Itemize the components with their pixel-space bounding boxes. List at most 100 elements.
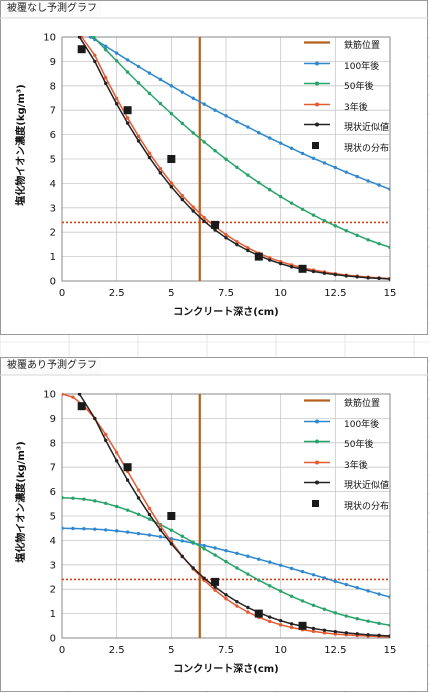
y-axis-label: 塩化物イオン濃度(kg/m³) (14, 84, 27, 205)
series-50-years-point (246, 572, 250, 576)
x-tick-label: 7.5 (218, 288, 234, 299)
legend-label: 3年後 (344, 460, 368, 471)
y-tick-label: 8 (50, 438, 56, 449)
series-current-approximation-point (191, 566, 195, 570)
series-50-years-point (136, 512, 141, 516)
series-50-years-point (213, 553, 217, 557)
series-3-years-point (136, 488, 141, 492)
series-100-years-point (71, 526, 75, 531)
series-50-years-point (388, 623, 390, 628)
series-50-years-point (289, 201, 294, 205)
series-3-years-point (62, 393, 64, 396)
series-50-years-point (235, 566, 239, 570)
x-tick-label: 0 (59, 645, 65, 656)
series-100-years-point (147, 71, 152, 75)
series-current-approximation-point (202, 576, 206, 580)
x-tick-label: 12.5 (324, 645, 346, 656)
series-current-approximation-point (202, 219, 206, 223)
legend-item: 鉄筋位置 (296, 394, 416, 410)
series-50-years-point (355, 617, 359, 621)
series-50-years-point (104, 47, 108, 52)
series-100-years-point (366, 589, 370, 593)
series-3-years-point (93, 53, 97, 57)
series-100-years-point (235, 551, 239, 556)
series-50-years-point (344, 229, 348, 233)
legend-marker (315, 460, 319, 464)
series-current-approximation-point (77, 36, 82, 39)
series-current-approximation-point (235, 599, 239, 604)
series-100-years-point (158, 77, 163, 82)
y-tick-label: 8 (50, 81, 56, 92)
y-tick-label: 4 (50, 179, 56, 190)
series-current-approximation-point (136, 496, 141, 500)
series-100-years-point (377, 592, 381, 596)
series-current-approximation-point (180, 197, 184, 202)
series-100-years-point (169, 84, 174, 88)
series-current-approximation-point (333, 272, 338, 277)
series-current-approximation-point (158, 528, 163, 532)
x-tick-label: 5 (168, 645, 174, 656)
series-current-approximation-point (246, 605, 250, 610)
series-50-years (92, 36, 390, 250)
series-50-years-point (333, 611, 338, 615)
x-tick-label: 7.5 (218, 645, 234, 656)
series-current-approximation-point (268, 258, 272, 262)
series-50-years-point (311, 213, 316, 217)
series-50-years-point (224, 157, 228, 161)
series-100-years-point (213, 108, 217, 112)
series-100-years-point (355, 586, 359, 590)
legend-label: 現状近似値 (344, 481, 390, 491)
series-current-distribution-marker (123, 463, 132, 472)
series-current-approximation-point (388, 277, 390, 281)
legend-item: 100年後 (296, 57, 416, 73)
series-50-years-point (169, 528, 174, 532)
series-50-years-point (246, 173, 250, 177)
series-3-years-point (278, 623, 283, 627)
series-current-approximation-point (311, 269, 316, 274)
series-3-years-point (191, 205, 195, 209)
series-100-years-point (300, 569, 305, 574)
y-tick-label: 0 (50, 634, 56, 645)
legend-swatch (312, 141, 319, 149)
legend-swatch (304, 102, 330, 106)
series-current-distribution-marker (77, 45, 86, 54)
series-3-years-point (235, 604, 239, 608)
series-current-approximation-point (278, 618, 283, 623)
series-current-distribution-marker (77, 402, 86, 411)
series-100-years-point (191, 96, 195, 100)
series-current-approximation-point (169, 185, 174, 189)
series-current-approximation-point (93, 59, 97, 64)
chart-coated: 0 1 2 3 4 5 6 7 8 9 10 0 2.5 5 7.5 10 12.5 15 コンクリート深さ(cm)… (0, 357, 428, 692)
series-3-years-point (246, 610, 250, 614)
legend-label: 50年後 (344, 82, 374, 92)
series-100-years-point (257, 130, 261, 135)
x-tick-label: 5 (168, 288, 174, 299)
y-tick-label: 3 (50, 560, 56, 571)
series-50-years-point (62, 496, 64, 500)
legend-label: 現状の分布 (344, 143, 390, 154)
series-100-years-point (125, 58, 130, 62)
series-3-years-point (114, 96, 119, 101)
series-100-years-point (202, 543, 206, 548)
series-50-years-point (366, 238, 370, 242)
legend-swatch (312, 499, 319, 507)
plot-area-border (61, 393, 391, 639)
series-50-years-point (388, 245, 390, 250)
series-100-years-point (224, 548, 228, 553)
series-current-approximation-point (355, 275, 359, 279)
series-50-years-point (268, 188, 272, 192)
series-3-years-point (322, 631, 327, 635)
series-100-years-point (88, 36, 93, 39)
series-current-approximation-point (191, 209, 195, 213)
series-100-years-point (322, 161, 327, 165)
series-100-years-point (180, 90, 184, 94)
series-50-years-point (311, 603, 316, 608)
series-100-years-point (322, 576, 327, 580)
series-current-approximation-point (366, 276, 370, 280)
series-3-years-point (311, 629, 316, 634)
series-current-approximation-point (147, 155, 152, 160)
series-current-approximation-point (246, 248, 250, 253)
series-100-years-point (114, 529, 119, 533)
y-tick-label: 9 (50, 414, 56, 425)
y-tick-label: 1 (50, 609, 56, 620)
